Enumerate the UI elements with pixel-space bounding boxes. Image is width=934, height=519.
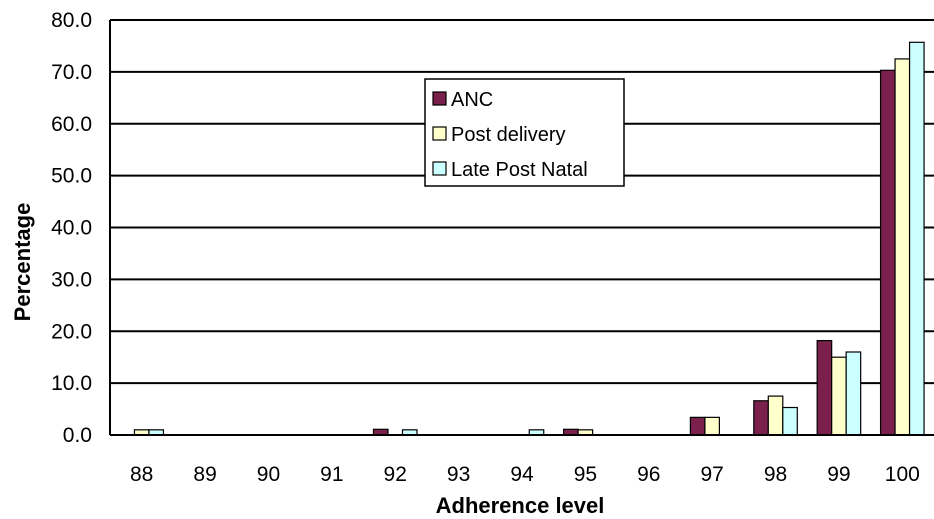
x-tick-label: 88 bbox=[130, 463, 153, 486]
y-tick-label: 50.0 bbox=[51, 165, 92, 188]
x-tick-label: 98 bbox=[764, 463, 787, 486]
x-axis-title: Adherence level bbox=[436, 493, 605, 518]
x-tick-label: 96 bbox=[637, 463, 660, 486]
x-tick-label: 97 bbox=[700, 463, 723, 486]
legend-label: Post delivery bbox=[451, 124, 566, 146]
bar-anc-97 bbox=[689, 416, 706, 436]
y-tick-label: 10.0 bbox=[51, 372, 92, 395]
bar-late-post-natal-98 bbox=[782, 406, 798, 436]
y-tick-label: 80.0 bbox=[51, 9, 92, 32]
y-tick-label: 0.0 bbox=[63, 424, 92, 447]
bar-late-post-natal-100 bbox=[908, 41, 925, 436]
y-tick-labels: 0.0 10.0 20.0 30.0 40.0 50.0 60.0 70.0 80.0 bbox=[51, 9, 92, 447]
x-tick-label: 89 bbox=[193, 463, 216, 486]
legend: ANC Post delivery Late Post Natal bbox=[424, 78, 625, 187]
legend-box bbox=[424, 78, 625, 187]
legend-label: Late Post Natal bbox=[451, 159, 588, 181]
axes bbox=[109, 20, 934, 436]
y-tick-label: 70.0 bbox=[51, 61, 92, 84]
bar-post-delivery-99 bbox=[831, 356, 847, 436]
y-tick-label: 60.0 bbox=[51, 113, 92, 136]
x-tick-label: 100 bbox=[885, 463, 920, 486]
y-tick-label: 20.0 bbox=[51, 320, 92, 343]
legend-swatch bbox=[432, 126, 447, 141]
y-tick-label: 40.0 bbox=[51, 217, 92, 240]
bar-late-post-natal-99 bbox=[845, 351, 862, 436]
bar-anc-100 bbox=[879, 69, 896, 436]
legend-label: ANC bbox=[451, 89, 493, 111]
x-tick-label: 91 bbox=[320, 463, 343, 486]
x-tick-labels: 88 89 90 91 92 93 94 95 96 97 98 99 100 bbox=[130, 463, 920, 486]
x-tick-label: 90 bbox=[257, 463, 280, 486]
legend-swatch bbox=[432, 161, 447, 176]
bar-post-delivery-100 bbox=[894, 58, 911, 436]
y-axis-title: Percentage bbox=[10, 203, 35, 322]
x-tick-label: 94 bbox=[510, 463, 534, 486]
x-tick-label: 99 bbox=[827, 463, 850, 486]
bar-post-delivery-98 bbox=[767, 395, 784, 436]
bar-anc-98 bbox=[753, 400, 769, 436]
x-tick-label: 93 bbox=[447, 463, 470, 486]
legend-swatch bbox=[432, 91, 447, 106]
x-tick-label: 95 bbox=[574, 463, 597, 486]
bar-anc-99 bbox=[816, 339, 833, 436]
bar-post-delivery-97 bbox=[704, 416, 721, 436]
gridlines bbox=[110, 19, 934, 385]
bars bbox=[133, 41, 925, 436]
y-tick-label: 30.0 bbox=[51, 268, 92, 291]
x-tick-label: 92 bbox=[384, 463, 407, 486]
